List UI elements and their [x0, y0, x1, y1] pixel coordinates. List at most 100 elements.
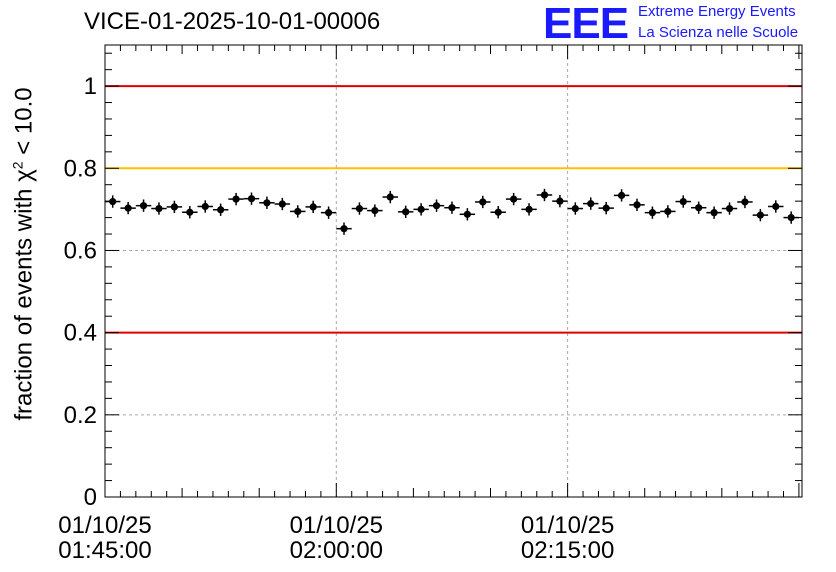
point-marker — [371, 206, 379, 215]
point-marker — [170, 203, 178, 211]
y-tick-label: 1 — [84, 73, 97, 100]
point-marker — [617, 191, 626, 199]
data-point — [690, 201, 707, 214]
y-tick-label: 0.6 — [64, 237, 97, 264]
point-marker — [139, 202, 148, 210]
point-marker — [648, 209, 657, 217]
data-point — [613, 189, 630, 202]
data-point — [166, 200, 183, 214]
data-point — [583, 197, 599, 210]
data-point — [197, 200, 213, 213]
point-marker — [201, 202, 209, 211]
point-marker — [278, 200, 286, 208]
point-marker — [402, 208, 410, 216]
data-point — [752, 208, 769, 222]
data-point — [675, 195, 691, 208]
point-marker — [540, 191, 549, 199]
data-point — [444, 201, 460, 214]
data-point — [397, 205, 414, 218]
data-point — [706, 206, 722, 219]
point-marker — [463, 210, 471, 218]
x-tick-label-date: 01/10/25 — [521, 512, 614, 539]
point-marker — [324, 209, 333, 217]
point-marker — [479, 198, 487, 206]
y-axis-label-exp: 2 — [9, 161, 26, 170]
point-marker — [664, 207, 672, 216]
data-point — [320, 206, 337, 219]
data-point — [228, 192, 244, 206]
plot-frame — [104, 44, 803, 498]
point-marker — [263, 199, 271, 207]
logo-line-1: Extreme Energy Events — [638, 3, 796, 20]
point-marker — [602, 204, 610, 212]
point-marker — [525, 205, 533, 213]
point-marker — [710, 209, 718, 217]
point-marker — [417, 205, 425, 213]
data-point — [552, 194, 568, 208]
data-point — [305, 200, 321, 214]
point-marker — [448, 204, 456, 212]
point-marker — [756, 211, 764, 219]
data-point — [120, 201, 136, 215]
data-point — [459, 208, 476, 221]
data-point — [336, 222, 352, 235]
data-point — [660, 205, 676, 218]
point-marker — [294, 207, 302, 216]
point-marker — [109, 197, 117, 206]
point-marker — [309, 203, 317, 211]
chart-title: VICE-01-2025-10-01-00006 — [84, 8, 381, 35]
data-point — [182, 206, 198, 219]
data-point — [505, 192, 522, 206]
point-marker — [587, 200, 595, 208]
x-tick-label-time: 01:45:00 — [58, 537, 151, 564]
data-point — [382, 190, 398, 204]
data-point — [212, 203, 229, 216]
point-marker — [571, 204, 579, 213]
point-marker — [247, 195, 256, 203]
data-point — [721, 202, 738, 215]
data-point — [351, 202, 368, 215]
data-point — [567, 202, 584, 215]
point-marker — [340, 225, 348, 233]
y-axis-label-prefix: fraction of events with — [10, 188, 38, 421]
point-marker — [741, 198, 749, 206]
y-tick-label: 0.2 — [64, 402, 97, 429]
data-point — [737, 195, 753, 209]
y-tick-label: 0 — [84, 484, 97, 511]
point-marker — [633, 201, 641, 209]
point-marker — [386, 193, 394, 201]
point-marker — [232, 195, 240, 203]
data-point — [536, 188, 553, 202]
data-point — [598, 201, 614, 215]
y-axis-label: fraction of events with χ2 < 10.0 — [10, 87, 39, 420]
data-point — [135, 199, 152, 212]
point-marker — [510, 195, 518, 203]
logo-line-2: La Scienza nelle Scuole — [638, 24, 799, 41]
data-point — [413, 203, 429, 216]
x-tick-label-date: 01/10/25 — [290, 512, 383, 539]
data-point — [475, 195, 491, 209]
y-tick-label: 0.4 — [64, 320, 97, 347]
x-axis: 01/10/2501:45:0001/10/2502:00:0001/10/25… — [58, 45, 800, 564]
point-marker — [155, 204, 163, 213]
y-axis-label-var: χ — [10, 169, 38, 182]
data-point — [490, 206, 506, 219]
point-marker — [725, 204, 734, 213]
x-tick-label-date: 01/10/25 — [58, 512, 151, 539]
x-tick-label-time: 02:15:00 — [521, 537, 614, 564]
point-marker — [787, 213, 795, 222]
point-marker — [217, 206, 225, 214]
point-marker — [432, 202, 441, 210]
data-point — [644, 206, 661, 219]
data-point — [768, 200, 784, 213]
grid-lines — [105, 45, 802, 497]
data-point — [290, 205, 306, 218]
data-point — [243, 192, 260, 205]
point-marker — [124, 204, 132, 212]
eee-logo-icon: EEE — [543, 0, 629, 48]
data-point — [259, 196, 275, 209]
point-marker — [355, 204, 364, 213]
point-marker — [772, 202, 780, 211]
point-marker — [679, 197, 687, 206]
